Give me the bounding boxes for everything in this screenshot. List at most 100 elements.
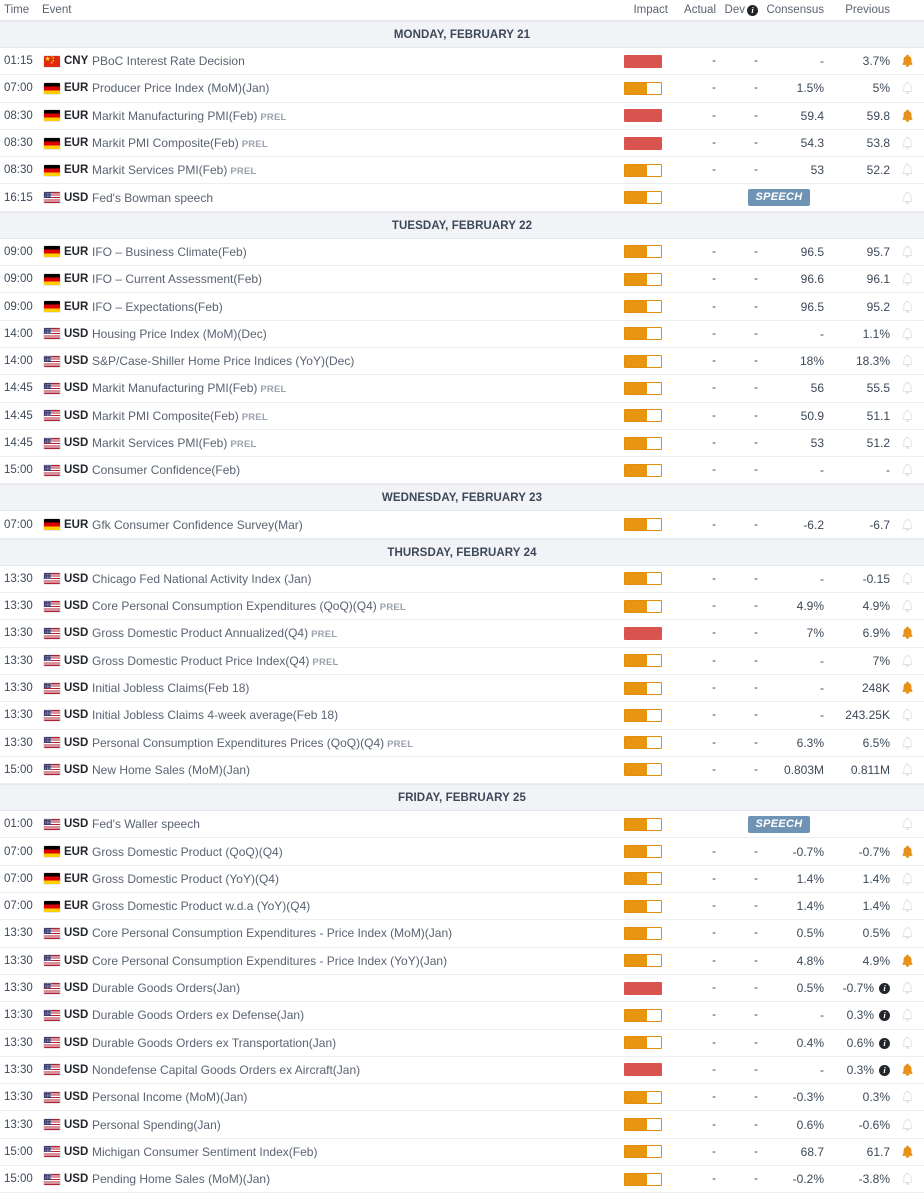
event-name[interactable]: Gross Domestic Product Price Index(Q4) PR… [90, 654, 604, 668]
event-name[interactable]: S&P/Case-Shiller Home Price Indices (YoY… [90, 354, 604, 368]
event-name[interactable]: IFO – Business Climate(Feb) [90, 245, 604, 259]
event-row[interactable]: 15:00 USD New Home Sales (MoM)(Jan) - - 0.803… [0, 756, 924, 785]
event-row[interactable]: 16:15 USD Fed's Bowman speech SPEECH [0, 184, 924, 212]
event-name[interactable]: PBoC Interest Rate Decision [90, 54, 604, 68]
event-row[interactable]: 13:30 USD Core Personal Consumption Expend… [0, 593, 924, 621]
revision-info-icon[interactable]: i [879, 983, 890, 995]
event-name[interactable]: Markit Services PMI(Feb) PREL [90, 436, 604, 450]
event-row[interactable]: 14:00 USD Housing Price Index (MoM)(Dec) - -… [0, 320, 924, 348]
event-row[interactable]: 09:00 EUR IFO – Current Assessment(Feb) - - 9… [0, 266, 924, 294]
alert-bell-icon-active[interactable] [890, 54, 924, 68]
event-name[interactable]: Michigan Consumer Sentiment Index(Feb) [90, 1145, 604, 1159]
alert-bell-icon-inactive[interactable] [890, 1118, 924, 1132]
event-row[interactable]: 14:45 USD Markit Services PMI(Feb) PREL - - 53… [0, 429, 924, 458]
event-row[interactable]: 13:30 USD Personal Consumption Expenditure… [0, 729, 924, 757]
event-name[interactable]: Gross Domestic Product (QoQ)(Q4) [90, 845, 604, 859]
alert-bell-icon-inactive[interactable] [890, 763, 924, 777]
event-name[interactable]: New Home Sales (MoM)(Jan) [90, 763, 604, 777]
event-row[interactable]: 14:00 USD S&P/Case-Shiller Home Price Indi… [0, 347, 924, 376]
alert-bell-icon-inactive[interactable] [890, 981, 924, 995]
event-row[interactable]: 15:00 USD Michigan Consumer Sentiment Inde… [0, 1138, 924, 1166]
event-row[interactable]: 09:00 EUR IFO – Expectations(Feb) - - 96.5 95.… [0, 293, 924, 321]
alert-bell-icon-inactive[interactable] [890, 245, 924, 259]
alert-bell-icon-inactive[interactable] [890, 708, 924, 722]
event-name[interactable]: Chicago Fed National Activity Index (Jan… [90, 572, 604, 586]
alert-bell-icon-active[interactable] [890, 954, 924, 968]
alert-bell-icon-inactive[interactable] [890, 736, 924, 750]
event-name[interactable]: Fed's Waller speech [90, 817, 604, 831]
event-name[interactable]: IFO – Expectations(Feb) [90, 300, 604, 314]
alert-bell-icon-inactive[interactable] [890, 272, 924, 286]
event-name[interactable]: Personal Consumption Expenditures Prices… [90, 736, 604, 750]
alert-bell-icon-inactive[interactable] [890, 409, 924, 423]
alert-bell-icon-active[interactable] [890, 626, 924, 640]
alert-bell-icon-inactive[interactable] [890, 354, 924, 368]
event-row[interactable]: 09:00 EUR IFO – Business Climate(Feb) - - 96.… [0, 238, 924, 267]
event-name[interactable]: Gross Domestic Product w.d.a (YoY)(Q4) [90, 899, 604, 913]
event-row[interactable]: 13:30 USD Personal Income (MoM)(Jan) - - -0.3… [0, 1084, 924, 1112]
alert-bell-icon-inactive[interactable] [890, 136, 924, 150]
alert-bell-icon-inactive[interactable] [890, 1036, 924, 1050]
alert-bell-icon-inactive[interactable] [890, 463, 924, 477]
revision-info-icon[interactable]: i [879, 1010, 890, 1022]
alert-bell-icon-inactive[interactable] [890, 381, 924, 395]
revision-info-icon[interactable]: i [879, 1064, 890, 1076]
event-row[interactable]: 15:00 USD Pending Home Sales (MoM)(Jan) - - -… [0, 1165, 924, 1193]
event-name[interactable]: Markit Services PMI(Feb) PREL [90, 163, 604, 177]
alert-bell-icon-inactive[interactable] [890, 518, 924, 532]
alert-bell-icon-inactive[interactable] [890, 599, 924, 613]
event-name[interactable]: Markit PMI Composite(Feb) PREL [90, 409, 604, 423]
alert-bell-icon-inactive[interactable] [890, 654, 924, 668]
event-name[interactable]: Gross Domestic Product Annualized(Q4) PRE… [90, 626, 604, 640]
event-row[interactable]: 13:30 USD Durable Goods Orders ex Defense(… [0, 1002, 924, 1030]
alert-bell-icon-inactive[interactable] [890, 300, 924, 314]
event-row[interactable]: 13:30 USD Initial Jobless Claims(Feb 18) - -… [0, 674, 924, 703]
event-name[interactable]: Nondefense Capital Goods Orders ex Aircr… [90, 1063, 604, 1077]
event-row[interactable]: 13:30 USD Chicago Fed National Activity In… [0, 565, 924, 594]
event-row[interactable]: 07:00 EUR Gfk Consumer Confidence Survey(M… [0, 511, 924, 539]
event-row[interactable]: 13:30 USD Core Personal Consumption Expend… [0, 947, 924, 975]
alert-bell-icon-active[interactable] [890, 681, 924, 695]
event-row[interactable]: 15:00 USD Consumer Confidence(Feb) - - - - [0, 457, 924, 485]
event-row[interactable]: 14:45 USD Markit Manufacturing PMI(Feb) PRE… [0, 375, 924, 403]
alert-bell-icon-inactive[interactable] [890, 191, 924, 205]
event-name[interactable]: Durable Goods Orders(Jan) [90, 981, 604, 995]
alert-bell-icon-inactive[interactable] [890, 81, 924, 95]
alert-bell-icon-inactive[interactable] [890, 872, 924, 886]
alert-bell-icon-active[interactable] [890, 109, 924, 123]
alert-bell-icon-active[interactable] [890, 1145, 924, 1159]
event-row[interactable]: 07:00 EUR Gross Domestic Product w.d.a (Yo… [0, 893, 924, 921]
event-name[interactable]: Core Personal Consumption Expenditures -… [90, 954, 604, 968]
alert-bell-icon-inactive[interactable] [890, 327, 924, 341]
event-name[interactable]: Markit PMI Composite(Feb) PREL [90, 136, 604, 150]
event-name[interactable]: Fed's Bowman speech [90, 191, 604, 205]
event-row[interactable]: 07:00 EUR Producer Price Index (MoM)(Jan) -… [0, 75, 924, 103]
event-name[interactable]: Housing Price Index (MoM)(Dec) [90, 327, 604, 341]
event-row[interactable]: 13:30 USD Personal Spending(Jan) - -0.6% -0.6… [0, 1111, 924, 1139]
event-row[interactable]: 08:30 EUR Markit Manufacturing PMI(Feb) PRE… [0, 102, 924, 130]
event-name[interactable]: Markit Manufacturing PMI(Feb) PREL [90, 109, 604, 123]
event-name[interactable]: Producer Price Index (MoM)(Jan) [90, 81, 604, 95]
alert-bell-icon-inactive[interactable] [890, 1008, 924, 1022]
event-row[interactable]: 14:45 USD Markit PMI Composite(Feb) PREL - - 5… [0, 402, 924, 430]
event-row[interactable]: 01:00 USD Fed's Waller speech SPEECH [0, 811, 924, 839]
event-name[interactable]: Gfk Consumer Confidence Survey(Mar) [90, 518, 604, 532]
event-name[interactable]: Initial Jobless Claims 4-week average(Fe… [90, 708, 604, 722]
revision-info-icon[interactable]: i [879, 1037, 890, 1049]
event-name[interactable]: Core Personal Consumption Expenditures (… [90, 599, 604, 613]
event-row[interactable]: 13:30 USD Nondefense Capital Goods Orders … [0, 1056, 924, 1085]
alert-bell-icon-active[interactable] [890, 1063, 924, 1077]
alert-bell-icon-inactive[interactable] [890, 1090, 924, 1104]
event-row[interactable]: 07:00 EUR Gross Domestic Product (QoQ)(Q4)… [0, 838, 924, 866]
event-name[interactable]: Markit Manufacturing PMI(Feb) PREL [90, 381, 604, 395]
event-row[interactable]: 08:30 EUR Markit Services PMI(Feb) PREL - - 53… [0, 157, 924, 185]
event-name[interactable]: Durable Goods Orders ex Transportation(J… [90, 1036, 604, 1050]
event-row[interactable]: 13:30 USD Gross Domestic Product Price Ind… [0, 647, 924, 675]
alert-bell-icon-active[interactable] [890, 845, 924, 859]
event-name[interactable]: IFO – Current Assessment(Feb) [90, 272, 604, 286]
alert-bell-icon-inactive[interactable] [890, 572, 924, 586]
alert-bell-icon-inactive[interactable] [890, 899, 924, 913]
info-icon[interactable]: i [747, 4, 758, 16]
event-name[interactable]: Durable Goods Orders ex Defense(Jan) [90, 1008, 604, 1022]
event-name[interactable]: Gross Domestic Product (YoY)(Q4) [90, 872, 604, 886]
